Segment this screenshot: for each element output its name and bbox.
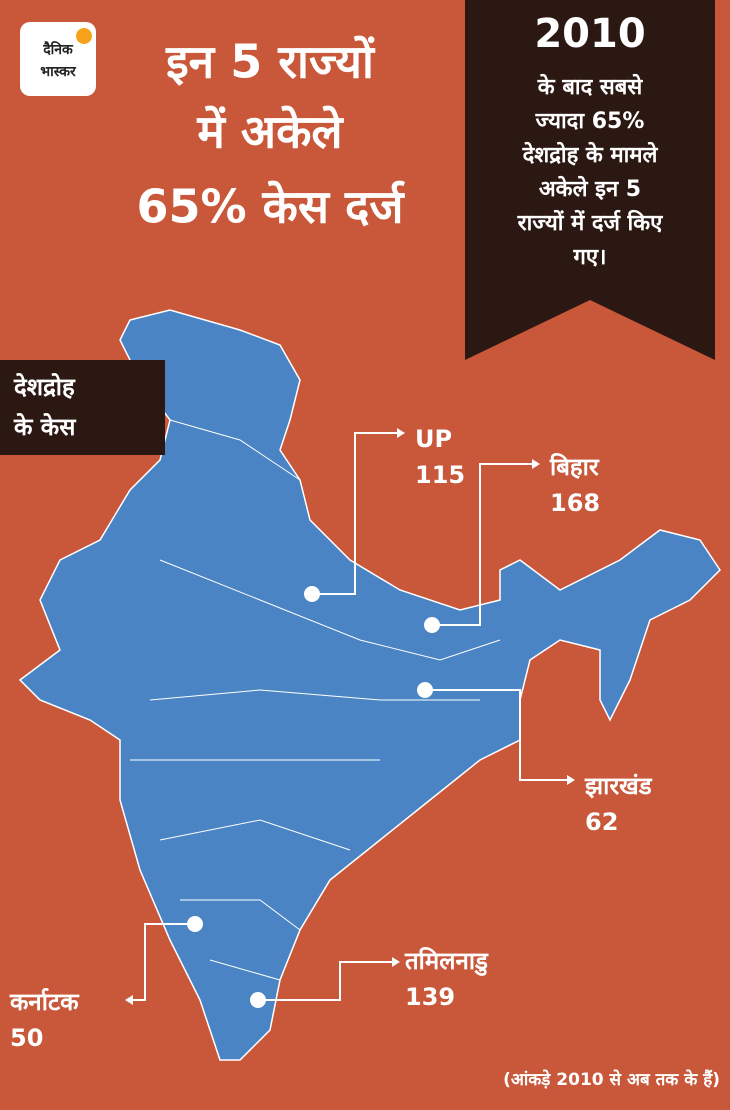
state-name: तमिलनाडु [404, 947, 489, 976]
state-name: कर्नाटक [9, 988, 80, 1016]
banner-text: के बाद सबसे [537, 73, 644, 100]
banner [465, 0, 715, 360]
label-text: के केस [13, 413, 76, 441]
state-dot [187, 916, 203, 932]
state-cases: 115 [415, 461, 465, 489]
leader-line [258, 961, 395, 1001]
state-dot [250, 992, 266, 1008]
leader-line [425, 689, 570, 781]
arrow-head [392, 957, 400, 967]
arrow-head [532, 459, 540, 469]
leader-line [312, 432, 400, 595]
state-cases: 168 [550, 489, 600, 517]
state-cases: 50 [10, 1024, 43, 1052]
state-dot [424, 617, 440, 633]
banner-text: राज्यों में दर्ज किए [517, 209, 663, 236]
state-dot [304, 586, 320, 602]
arrow-head [567, 775, 575, 785]
label-box [0, 360, 165, 455]
logo-text: दैनिक [42, 41, 74, 58]
arrow-head [125, 995, 133, 1005]
title-line: 65% केस दर्ज [136, 180, 405, 234]
state-dot [417, 682, 433, 698]
state-cases: 62 [585, 808, 618, 836]
state-name: बिहार [549, 453, 600, 481]
state-name: झारखंड [584, 772, 653, 800]
banner-text: ज्यादा 65% [535, 109, 645, 134]
banner-text: गए। [573, 245, 607, 270]
banner-year: 2010 [534, 11, 645, 57]
logo-sun [76, 28, 92, 44]
state-name: UP [415, 425, 452, 453]
arrow-head [397, 428, 405, 438]
title-line: में अकेले [196, 105, 344, 159]
banner-text: देशद्रोह के मामले [522, 141, 659, 168]
state-borders [130, 419, 501, 981]
label-text: देशद्रोह [13, 373, 76, 401]
footnote: (आंकड़े 2010 से अब तक के हैं) [503, 1069, 720, 1090]
leader-line [130, 923, 195, 1001]
state-cases: 139 [405, 983, 455, 1011]
logo-text: भास्कर [40, 64, 77, 80]
title-line: इन 5 राज्यों [165, 35, 376, 89]
leader-line [432, 463, 535, 626]
banner-text: अकेले इन 5 [539, 175, 641, 202]
logo-box [20, 22, 96, 96]
